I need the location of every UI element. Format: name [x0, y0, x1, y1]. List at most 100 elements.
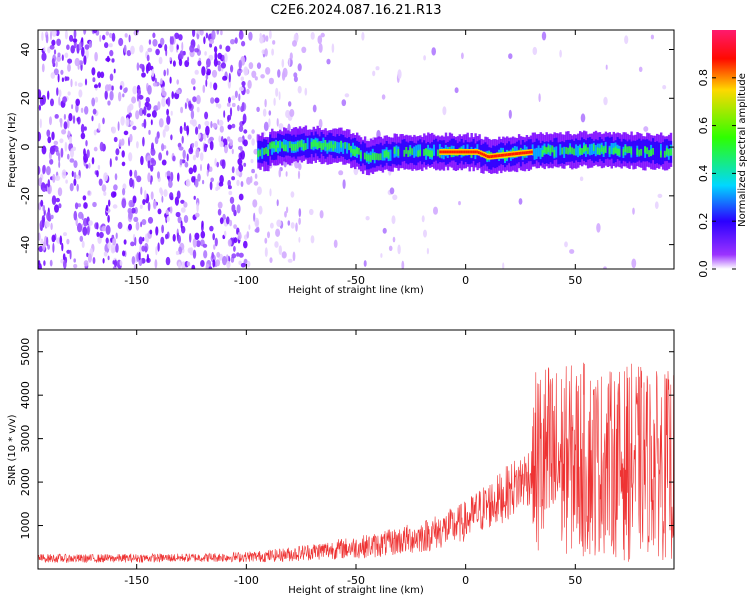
spectrogram-y-axis-label: Frequency (Hz): [7, 112, 18, 188]
heatmap-band-cell: [565, 147, 568, 154]
heatmap-noise-cell: [431, 47, 437, 56]
heatmap-noise-cell: [190, 78, 196, 85]
heatmap-noise-cell: [238, 86, 244, 92]
heatmap-band-cell: [638, 149, 641, 157]
heatmap-noise-cell: [140, 186, 143, 195]
heatmap-noise-cell: [157, 242, 160, 252]
heatmap-band-cell: [298, 140, 302, 148]
heatmap-noise-cell: [312, 104, 317, 113]
heatmap-band-cell: [575, 144, 578, 156]
heatmap-noise-cell: [58, 96, 61, 106]
heatmap-noise-cell: [38, 232, 41, 241]
heatmap-noise-cell: [225, 45, 231, 52]
heatmap-noise-cell: [247, 134, 252, 140]
heatmap-noise-cell: [40, 238, 44, 246]
heatmap-noise-cell: [84, 44, 90, 50]
heatmap-noise-cell: [391, 215, 396, 225]
heatmap-band-cell: [624, 145, 627, 153]
heatmap-noise-cell: [56, 87, 59, 96]
heatmap-band-cell: [614, 146, 617, 154]
heatmap-noise-cell: [192, 154, 197, 161]
heatmap-band-cell: [640, 148, 643, 156]
heatmap-noise-cell: [375, 66, 380, 71]
heatmap-peak-cell: [513, 152, 516, 156]
heatmap-noise-cell: [45, 34, 49, 44]
heatmap-noise-cell: [202, 84, 206, 94]
heatmap-noise-cell: [650, 34, 655, 40]
spectrogram-y-tick-label: 40: [19, 43, 32, 57]
heatmap-noise-cell: [298, 236, 301, 243]
heatmap-noise-cell: [88, 162, 91, 169]
heatmap-noise-cell: [139, 44, 144, 53]
heatmap-noise-cell: [380, 253, 383, 258]
heatmap-noise-cell: [242, 113, 247, 124]
heatmap-noise-cell: [63, 121, 68, 130]
heatmap-band-cell: [281, 141, 284, 149]
heatmap-noise-cell: [309, 208, 314, 216]
snr-x-tick-label: -50: [347, 574, 365, 587]
heatmap-noise-cell: [276, 199, 279, 207]
heatmap-noise-cell: [109, 32, 113, 39]
heatmap-band-cell: [265, 147, 268, 154]
heatmap-noise-cell: [260, 74, 265, 79]
heatmap-band-cell: [267, 149, 270, 156]
heatmap-noise-cell: [96, 170, 99, 178]
heatmap-peak-cell: [479, 151, 482, 155]
heatmap-noise-cell: [201, 66, 206, 76]
heatmap-band-cell: [656, 141, 659, 164]
heatmap-noise-cell: [147, 62, 152, 72]
spectrogram-x-tick-label: -100: [234, 274, 259, 287]
heatmap-peak-cell: [497, 154, 500, 158]
heatmap-noise-cell: [112, 204, 118, 209]
heatmap-noise-cell: [135, 110, 140, 120]
heatmap-noise-cell: [224, 144, 228, 154]
heatmap-peak-cell: [474, 150, 477, 154]
heatmap-peak-cell: [462, 150, 465, 154]
heatmap-noise-cell: [217, 52, 223, 60]
heatmap-noise-cell: [147, 85, 152, 95]
heatmap-noise-cell: [169, 206, 173, 214]
heatmap-noise-cell: [263, 121, 269, 132]
heatmap-noise-cell: [141, 245, 145, 252]
heatmap-noise-cell: [229, 219, 233, 227]
heatmap-noise-cell: [151, 110, 157, 118]
heatmap-band-cell: [365, 154, 369, 161]
heatmap-noise-cell: [130, 45, 135, 55]
heatmap-noise-cell: [67, 58, 73, 64]
snr-x-tick-label: -100: [234, 574, 259, 587]
heatmap-band-cell: [561, 147, 564, 155]
heatmap-peak-cell: [485, 154, 488, 158]
heatmap-noise-cell: [231, 95, 236, 101]
heatmap-noise-cell: [288, 57, 291, 67]
heatmap-noise-cell: [238, 59, 243, 70]
heatmap-noise-cell: [226, 260, 231, 269]
heatmap-band-cell: [318, 141, 321, 148]
heatmap-band-cell: [435, 138, 438, 161]
heatmap-band-cell: [288, 141, 292, 148]
heatmap-noise-cell: [193, 195, 196, 200]
heatmap-noise-cell: [638, 66, 643, 73]
spectrogram-x-ticks: -150 -100 -50 0 50: [124, 30, 582, 287]
heatmap-band-cell: [431, 150, 434, 158]
heatmap-noise-cell: [564, 241, 568, 248]
heatmap-band-cell: [359, 151, 363, 159]
heatmap-noise-cell: [94, 96, 99, 103]
heatmap-band-cell: [271, 141, 274, 149]
heatmap-noise-cell: [206, 169, 209, 177]
heatmap-noise-cell: [518, 198, 523, 205]
heatmap-noise-cell: [192, 30, 196, 37]
heatmap-noise-cell: [131, 207, 136, 214]
heatmap-noise-cell: [87, 253, 92, 263]
heatmap-noise-cell: [580, 113, 586, 123]
heatmap-noise-cell: [41, 31, 44, 41]
heatmap-noise-cell: [59, 138, 64, 144]
heatmap-band-cell: [273, 141, 276, 149]
heatmap-noise-cell: [259, 32, 262, 39]
heatmap-noise-cell: [93, 129, 97, 136]
heatmap-noise-cell: [254, 76, 258, 81]
heatmap-noise-cell: [163, 91, 167, 97]
heatmap-noise-cell: [82, 226, 88, 236]
heatmap-band-cell: [340, 140, 343, 148]
heatmap-noise-cell: [66, 238, 70, 245]
